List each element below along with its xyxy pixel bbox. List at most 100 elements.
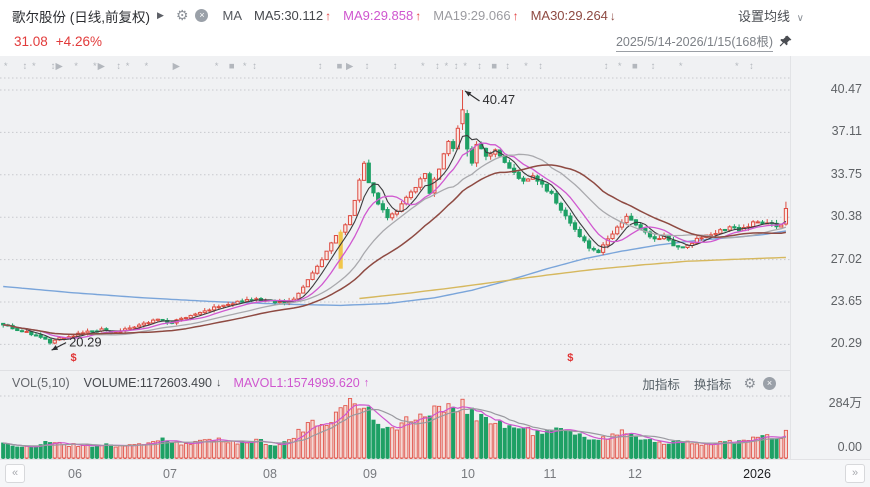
event-marker-icon[interactable]: ▶ bbox=[97, 61, 105, 72]
y-tick: 30.38 bbox=[830, 209, 862, 223]
y-tick: 33.75 bbox=[830, 167, 862, 181]
ma30-down-arrow-icon: ↓ bbox=[609, 8, 616, 23]
ma19-value: MA19:29.066 bbox=[433, 8, 511, 23]
event-marker-icon[interactable]: * bbox=[524, 61, 528, 72]
event-marker-icon[interactable]: ↕ bbox=[650, 61, 656, 72]
vol-indicator-label[interactable]: VOL(5,10) bbox=[12, 376, 70, 390]
event-marker-icon[interactable]: * bbox=[74, 61, 78, 72]
event-marker-icon[interactable]: * bbox=[678, 61, 683, 72]
x-label: 07 bbox=[163, 467, 177, 481]
event-marker-icon[interactable]: * bbox=[735, 61, 739, 72]
event-marker-icon[interactable]: ▶ bbox=[55, 61, 63, 72]
event-marker-icon[interactable]: ↕ bbox=[453, 61, 459, 72]
scroll-right-button[interactable]: » bbox=[845, 464, 865, 483]
ma-settings-label: 设置均线 bbox=[738, 9, 791, 24]
event-marker-icon[interactable]: ■ bbox=[491, 61, 498, 72]
event-marker-icon[interactable]: * bbox=[463, 61, 467, 72]
expand-arrow-icon[interactable]: ▶ bbox=[157, 10, 164, 20]
pin-icon[interactable] bbox=[779, 35, 792, 48]
event-marker-icon[interactable]: ↕ bbox=[50, 61, 56, 72]
volume-chart-canvas[interactable] bbox=[0, 392, 790, 460]
indicator-group-label[interactable]: MA bbox=[222, 8, 242, 23]
event-marker-icon[interactable]: * bbox=[32, 61, 36, 72]
event-marker-icon[interactable]: ↕ bbox=[749, 61, 754, 72]
event-marker-icon[interactable]: ■ bbox=[631, 61, 638, 72]
event-marker-icon[interactable]: ↕ bbox=[603, 61, 609, 72]
stock-title[interactable]: 歌尔股份 (日线,前复权) bbox=[12, 9, 150, 25]
ma5-value: MA5:30.112 bbox=[253, 8, 324, 23]
event-marker-icon[interactable]: ↕ bbox=[252, 61, 258, 72]
volume-close-icon[interactable]: × bbox=[763, 376, 776, 390]
chart-header: 歌尔股份 (日线,前复权) ▶ ⚙ × MA MA5:30.112 ↑ MA9:… bbox=[0, 0, 870, 56]
x-label: 11 bbox=[543, 467, 557, 481]
ma30-value: MA30:29.264 bbox=[530, 8, 608, 23]
x-label: 12 bbox=[628, 467, 642, 481]
price-axis-gutter: 40.47 37.11 33.75 30.38 27.02 23.65 20.2… bbox=[790, 56, 870, 459]
mavol-lines bbox=[3, 404, 787, 448]
event-marker-icon[interactable]: * bbox=[3, 61, 8, 72]
indicator-row: 歌尔股份 (日线,前复权) ▶ ⚙ × MA MA5:30.112 ↑ MA9:… bbox=[12, 5, 804, 26]
event-marker-icon[interactable]: * bbox=[617, 61, 622, 72]
scroll-left-button[interactable]: « bbox=[5, 464, 25, 483]
ma9-value: MA9:29.858 bbox=[343, 8, 414, 23]
ma5-up-arrow-icon: ↑ bbox=[325, 8, 332, 23]
event-marker-icon[interactable]: ■ bbox=[336, 61, 343, 72]
event-marker-icon[interactable]: * bbox=[144, 61, 149, 72]
event-marker-icon[interactable]: * bbox=[421, 61, 425, 72]
chevron-down-icon: ∨ bbox=[796, 13, 804, 24]
volume-value: VOLUME:1172603.490 bbox=[83, 376, 212, 390]
volume-max-tick: 284万 bbox=[828, 396, 862, 410]
volume-gear-icon[interactable]: ⚙ bbox=[743, 374, 756, 391]
event-marker-icon[interactable]: ↕ bbox=[435, 61, 440, 72]
ma9-up-arrow-icon: ↑ bbox=[415, 8, 422, 23]
date-range-link[interactable]: 2025/5/14-2026/1/15(168根) bbox=[615, 31, 773, 52]
mavol1-up-arrow-icon: ↑ bbox=[363, 377, 370, 389]
event-marker-icon[interactable]: * bbox=[242, 61, 247, 72]
x-label-current-year: 2026 bbox=[743, 467, 771, 481]
x-label: 09 bbox=[363, 467, 377, 481]
ma-settings-button[interactable]: 设置均线 ∨ bbox=[738, 6, 804, 25]
add-indicator-button[interactable]: 加指标 bbox=[642, 377, 680, 392]
x-label: 06 bbox=[68, 467, 82, 481]
dividend-marker[interactable]: $ bbox=[70, 352, 76, 364]
event-marker-icon[interactable]: ↕ bbox=[505, 61, 511, 72]
y-tick: 37.11 bbox=[831, 124, 862, 138]
mavol1-value: MAVOL1:1574999.620 bbox=[233, 376, 360, 390]
price-row: 31.08 +4.26% 2025/5/14-2026/1/15(168根) bbox=[14, 31, 792, 52]
event-marker-icon[interactable]: ▶ bbox=[346, 61, 354, 72]
gear-icon[interactable]: ⚙ bbox=[175, 7, 189, 23]
svg-text:40.47: 40.47 bbox=[483, 92, 516, 107]
volume-down-arrow-icon: ↓ bbox=[216, 377, 222, 389]
event-marker-icon[interactable]: * bbox=[444, 61, 449, 72]
event-marker-icon[interactable]: ▶ bbox=[172, 61, 180, 72]
event-marker-icon[interactable]: ↕ bbox=[392, 61, 398, 72]
dividend-marker[interactable]: $ bbox=[567, 352, 573, 364]
x-label: 08 bbox=[263, 467, 277, 481]
close-icon[interactable]: × bbox=[195, 9, 209, 22]
y-tick: 20.29 bbox=[830, 336, 862, 350]
volume-header: VOL(5,10) VOLUME:1172603.490 ↓ MAVOL1:15… bbox=[12, 374, 776, 392]
event-marker-icon[interactable]: ■ bbox=[228, 61, 235, 72]
event-marker-icon[interactable]: * bbox=[214, 61, 219, 72]
event-marker-icon[interactable]: ↕ bbox=[364, 61, 370, 72]
event-marker-icon[interactable]: ↕ bbox=[116, 61, 122, 72]
time-axis: « 06 07 08 09 10 11 12 2026 » bbox=[0, 459, 870, 487]
volume-bars-layer bbox=[1, 398, 788, 460]
svg-text:20.29: 20.29 bbox=[69, 335, 102, 350]
ma-lines bbox=[3, 134, 787, 341]
y-tick: 40.47 bbox=[830, 82, 862, 96]
event-marker-icon[interactable]: ↕ bbox=[317, 61, 323, 72]
change-percent: +4.26% bbox=[55, 33, 102, 49]
event-marker-icon[interactable]: * bbox=[92, 61, 97, 72]
event-marker-icon[interactable]: ↕ bbox=[22, 61, 28, 72]
last-price: 31.08 bbox=[14, 33, 48, 49]
chart-area: 40.47 37.11 33.75 30.38 27.02 23.65 20.2… bbox=[0, 56, 870, 487]
switch-indicator-button[interactable]: 换指标 bbox=[693, 377, 732, 392]
event-marker-icon[interactable]: ↕ bbox=[477, 61, 483, 72]
pane-divider bbox=[0, 370, 790, 371]
event-marker-icon[interactable]: * bbox=[125, 61, 130, 72]
dividend-markers: $ $ bbox=[70, 352, 573, 364]
event-marker-icon[interactable]: ↕ bbox=[538, 61, 543, 72]
